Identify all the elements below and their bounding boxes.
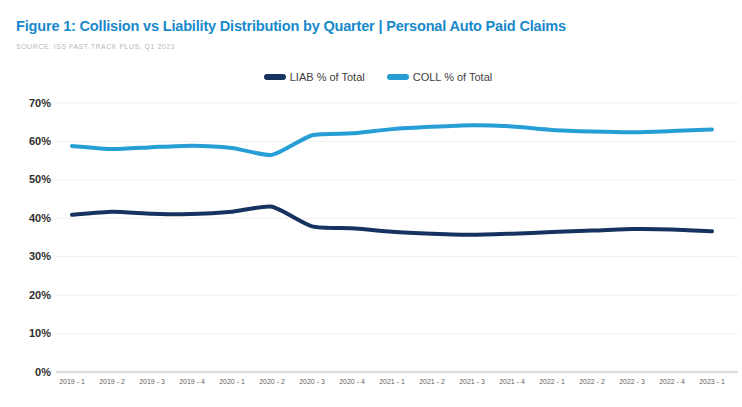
x-axis-label: 2020 - 3 [299,378,325,385]
y-axis-label: 40% [29,212,51,224]
liab-line [72,207,712,235]
x-axis-label: 2019 - 4 [179,378,205,385]
x-axis-label: 2021 - 3 [459,378,485,385]
x-axis-label: 2022 - 4 [659,378,685,385]
x-axis-label: 2020 - 2 [259,378,285,385]
y-axis-label: 60% [29,135,51,147]
x-axis-label: 2023 - 1 [699,378,725,385]
y-axis-label: 20% [29,289,51,301]
x-axis-label: 2019 - 3 [139,378,165,385]
coll-line [72,125,712,155]
x-axis-label: 2022 - 2 [579,378,605,385]
x-axis-label: 2022 - 3 [619,378,645,385]
x-axis-label: 2019 - 2 [99,378,125,385]
y-axis-label: 0% [35,366,51,378]
x-axis-label: 2021 - 4 [499,378,525,385]
x-axis-label: 2021 - 1 [379,378,405,385]
x-axis-label: 2020 - 1 [219,378,245,385]
x-axis-label: 2021 - 2 [419,378,445,385]
y-axis-label: 50% [29,173,51,185]
x-axis-label: 2022 - 1 [539,378,565,385]
y-axis-label: 70% [29,97,51,109]
x-axis-label: 2019 - 1 [59,378,85,385]
y-axis-label: 30% [29,250,51,262]
x-axis-label: 2020 - 4 [339,378,365,385]
figure-page: Figure 1: Collision vs Liability Distrib… [0,0,742,407]
line-chart: 0% 10% 20% 30% 40% 50% 60% 70% 2019 - 1 2019 - 2 2… [0,0,742,407]
y-axis-label: 10% [29,327,51,339]
